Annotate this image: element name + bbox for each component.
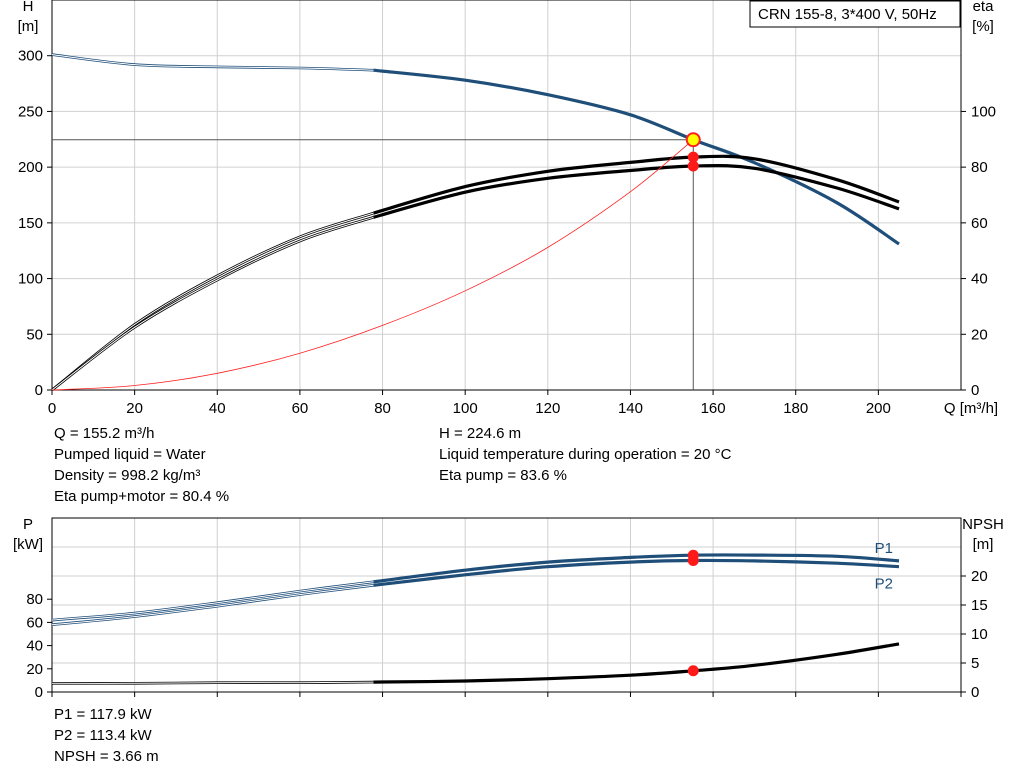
series-1-1-curve bbox=[373, 558, 900, 587]
y-tick-label: 40 bbox=[26, 638, 43, 655]
x-tick-label: 100 bbox=[453, 400, 478, 417]
y2-tick-label: 10 bbox=[971, 626, 988, 643]
p2-duty-marker bbox=[687, 554, 699, 566]
series-1-1-curve-extrapolated-core bbox=[51, 584, 374, 626]
series-0-1-curve-extrapolated-core bbox=[51, 212, 374, 391]
eta-pump-info: Eta pump = 83.6 % bbox=[439, 467, 567, 484]
y2-tick-label: 20 bbox=[971, 326, 988, 343]
x-tick-label: 0 bbox=[48, 400, 56, 417]
x-tick-label: 120 bbox=[535, 400, 560, 417]
duty-info-left: Q = 155.2 m³/h Pumped liquid = Water Den… bbox=[54, 423, 229, 507]
x-tick-label: 60 bbox=[292, 400, 309, 417]
flow-info: Q = 155.2 m³/h bbox=[54, 425, 155, 442]
y2-tick-label: 60 bbox=[971, 215, 988, 232]
head-info: H = 224.6 m bbox=[439, 425, 522, 442]
duty-info-right: H = 224.6 m Liquid temperature during op… bbox=[439, 423, 731, 486]
series-0-3-curve bbox=[51, 139, 694, 391]
x-tick-label: 180 bbox=[783, 400, 808, 417]
y2-tick-label: 20 bbox=[971, 568, 988, 585]
p2-info: P2 = 113.4 kW bbox=[54, 727, 152, 744]
eta-pump-duty-marker bbox=[687, 151, 699, 163]
y2-tick-label: 40 bbox=[971, 271, 988, 288]
x-axis-label: Q [m³/h] bbox=[944, 400, 998, 417]
y2-axis-label: eta bbox=[973, 0, 995, 15]
plot-frame-0 bbox=[51, 0, 962, 391]
y-tick-label: 200 bbox=[18, 159, 43, 176]
series-0-2-curve-extrapolated-core bbox=[51, 216, 374, 391]
y-tick-label: 20 bbox=[26, 661, 43, 678]
pumped-liquid-info: Pumped liquid = Water bbox=[54, 446, 206, 463]
series-0-0-curve bbox=[373, 68, 900, 246]
series-0-2-curve bbox=[373, 164, 900, 219]
y-axis-label: H bbox=[23, 0, 34, 15]
x-tick-label: 80 bbox=[374, 400, 391, 417]
y-tick-label: 0 bbox=[35, 684, 43, 701]
npsh-duty-marker bbox=[687, 665, 699, 677]
y2-tick-label: 80 bbox=[971, 159, 988, 176]
duty-point-marker bbox=[685, 132, 701, 148]
p2-series-label: P2 bbox=[875, 576, 893, 593]
chart-title: CRN 155-8, 3*400 V, 50Hz bbox=[758, 6, 937, 23]
x-tick-label: 200 bbox=[866, 400, 891, 417]
y-axis-label: [kW] bbox=[13, 536, 43, 553]
series-1-2-curve bbox=[373, 642, 900, 684]
plot-area-0 bbox=[52, 0, 961, 390]
x-tick-label: 20 bbox=[126, 400, 143, 417]
y2-tick-label: 15 bbox=[971, 597, 988, 614]
density-info: Density = 998.2 kg/m³ bbox=[54, 467, 201, 484]
y2-axis-label: [m] bbox=[973, 536, 994, 553]
series-1-0-curve-extrapolated-core bbox=[51, 581, 374, 621]
liquid-temperature-info: Liquid temperature during operation = 20… bbox=[439, 446, 732, 463]
y-axis-label: [m] bbox=[18, 18, 39, 35]
eta-pump-motor-info: Eta pump+motor = 80.4 % bbox=[54, 488, 230, 505]
power-info: P1 = 117.9 kW P2 = 113.4 kW NPSH = 3.66 … bbox=[54, 704, 159, 767]
y-tick-label: 80 bbox=[26, 591, 43, 608]
series-0-1-curve bbox=[373, 154, 900, 215]
x-tick-label: 140 bbox=[618, 400, 643, 417]
y-tick-label: 0 bbox=[35, 382, 43, 399]
y-tick-label: 50 bbox=[26, 326, 43, 343]
y-tick-label: 150 bbox=[18, 215, 43, 232]
y2-tick-label: 100 bbox=[971, 103, 996, 120]
y-tick-label: 250 bbox=[18, 103, 43, 120]
y-axis-label: P bbox=[23, 516, 33, 533]
y-tick-label: 60 bbox=[26, 614, 43, 631]
series-0-0-curve-extrapolated-core bbox=[51, 54, 374, 71]
series-1-0-curve bbox=[373, 553, 900, 584]
y2-axis-label: NPSH bbox=[962, 516, 1004, 533]
y2-tick-label: 5 bbox=[971, 655, 979, 672]
y2-axis-label: [%] bbox=[972, 18, 994, 35]
x-tick-label: 160 bbox=[701, 400, 726, 417]
p1-series-label: P1 bbox=[875, 540, 893, 557]
y-tick-label: 100 bbox=[18, 271, 43, 288]
y2-tick-label: 0 bbox=[971, 382, 979, 399]
y2-tick-label: 0 bbox=[971, 684, 979, 701]
p1-info: P1 = 117.9 kW bbox=[54, 706, 152, 723]
y-tick-label: 300 bbox=[18, 48, 43, 65]
series-1-2-curve-extrapolated-core bbox=[51, 681, 374, 684]
x-tick-label: 40 bbox=[209, 400, 226, 417]
npsh-info: NPSH = 3.66 m bbox=[54, 748, 159, 765]
title-box bbox=[749, 0, 961, 28]
eta-total-duty-marker bbox=[687, 160, 699, 172]
